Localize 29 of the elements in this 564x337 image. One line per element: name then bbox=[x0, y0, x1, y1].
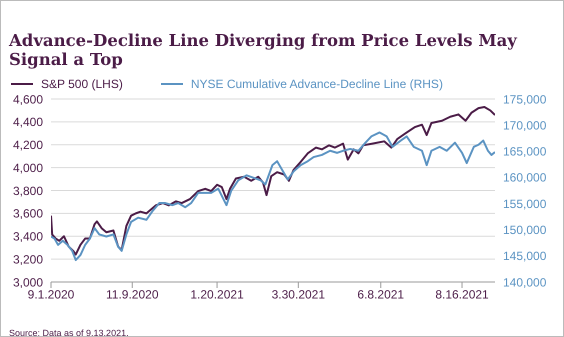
y2-tick-label: 170,000 bbox=[503, 118, 547, 132]
y-tick-label: 3,600 bbox=[12, 206, 44, 221]
source-note: Source: Data as of 9.13.2021. bbox=[9, 328, 130, 337]
x-tick-label: 1.20.2021 bbox=[190, 288, 244, 302]
y2-tick-label: 155,000 bbox=[503, 196, 547, 211]
y2-tick-label: 160,000 bbox=[503, 170, 547, 185]
y-tick-label: 3,000 bbox=[12, 275, 44, 290]
chart-title: Advance-Decline Line Diverging from Price Levels May Signal a Top bbox=[8, 30, 518, 69]
y2-tick-label: 145,000 bbox=[503, 249, 547, 264]
y-tick-label: 4,000 bbox=[12, 160, 44, 175]
x-tick-label: 3.30.2021 bbox=[272, 288, 326, 302]
x-tick-label: 8.16.2021 bbox=[435, 288, 490, 302]
x-tick-label: 9.1.2020 bbox=[28, 288, 75, 302]
y-tick-label: 4,600 bbox=[12, 92, 44, 106]
y2-tick-label: 140,000 bbox=[503, 275, 547, 290]
x-tick-label: 11.9.2020 bbox=[106, 288, 159, 302]
y-tick-label: 3,400 bbox=[12, 230, 44, 244]
y-tick-label: 3,200 bbox=[12, 252, 44, 266]
legend-label: NYSE Cumulative Advance-Decline Line (RHS) bbox=[190, 77, 443, 91]
y-tick-label: 4,400 bbox=[12, 115, 44, 130]
y2-tick-label: 150,000 bbox=[503, 222, 547, 237]
y-tick-label: 3,800 bbox=[12, 184, 44, 198]
legend-label: S&P 500 (LHS) bbox=[41, 77, 123, 91]
x-tick-label: 6.8.2021 bbox=[357, 288, 404, 302]
y-tick-label: 4,200 bbox=[12, 138, 44, 152]
line-series bbox=[51, 106, 495, 256]
y2-tick-label: 165,000 bbox=[503, 144, 547, 159]
line-series bbox=[51, 131, 495, 262]
y2-tick-label: 175,000 bbox=[503, 92, 547, 106]
